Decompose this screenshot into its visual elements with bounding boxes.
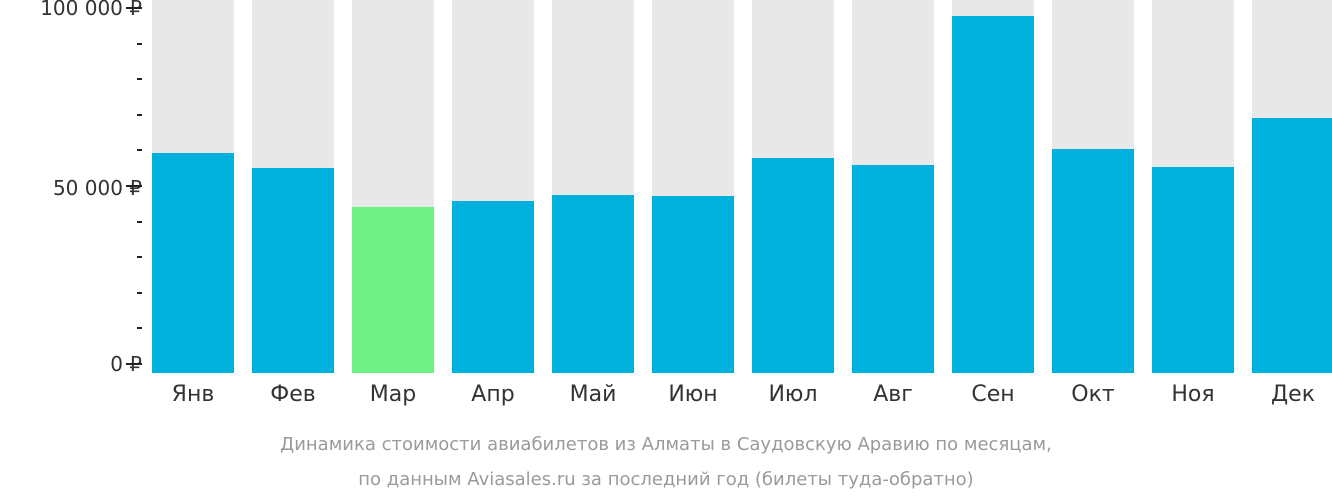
bar-Июл[interactable] [752, 157, 834, 373]
x-label: Май [569, 382, 617, 407]
bar-Май[interactable] [552, 194, 634, 373]
minor-tick [137, 292, 142, 294]
x-label: Апр [471, 382, 515, 407]
x-label: Авг [873, 382, 913, 407]
minor-tick [137, 43, 142, 45]
y-label-50000: 50 000 ₽ [52, 176, 142, 200]
bar-Сен[interactable] [952, 15, 1034, 373]
bar-track [1252, 0, 1332, 373]
bar-track [452, 0, 534, 373]
minor-tick [137, 149, 142, 151]
bar-Фев[interactable] [252, 168, 334, 373]
major-tick [126, 363, 142, 365]
x-label: Ноя [1171, 382, 1215, 407]
bar-track [1152, 0, 1234, 373]
x-label: Сен [971, 382, 1015, 407]
y-label-100000: 100 000 ₽ [40, 0, 142, 20]
bar-Дек[interactable] [1252, 118, 1332, 373]
chart-caption-line2: по данным Aviasales.ru за последний год … [358, 469, 974, 490]
minor-tick [137, 221, 142, 223]
bar-track [252, 0, 334, 373]
bar-track [552, 0, 634, 373]
bar-track [952, 0, 1034, 373]
bar-track [652, 0, 734, 373]
major-tick [126, 185, 142, 187]
minor-tick [137, 114, 142, 116]
x-label: Дек [1270, 382, 1315, 407]
bar-Июн[interactable] [652, 195, 734, 373]
minor-tick [137, 327, 142, 329]
major-tick [126, 7, 142, 9]
bar-Апр[interactable] [452, 200, 534, 373]
x-label: Фев [270, 382, 316, 407]
bar-track [852, 0, 934, 373]
bar-track [752, 0, 834, 373]
x-label: Янв [171, 382, 215, 407]
bar-Янв[interactable] [152, 152, 234, 373]
x-label: Окт [1071, 382, 1115, 407]
bar-Мар[interactable] [352, 207, 434, 373]
minor-tick [137, 256, 142, 258]
x-label: Июн [668, 382, 718, 407]
bar-Ноя[interactable] [1152, 167, 1234, 373]
bar-track [152, 0, 234, 373]
bar-track [352, 0, 434, 373]
x-label: Июл [768, 382, 818, 407]
bar-Окт[interactable] [1052, 148, 1134, 373]
bar-track [1052, 0, 1134, 373]
bar-Авг[interactable] [852, 165, 934, 373]
x-label: Мар [369, 382, 417, 407]
minor-tick [137, 78, 142, 80]
chart-caption-line1: Динамика стоимости авиабилетов из Алматы… [280, 434, 1052, 455]
